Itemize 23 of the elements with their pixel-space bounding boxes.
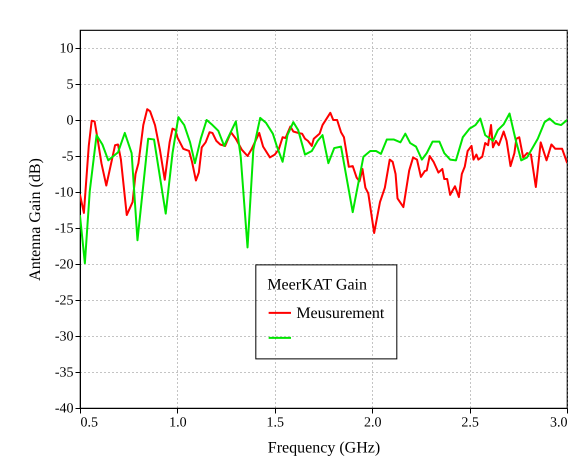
y-tick-label: -15 [54,222,74,236]
x-tick-label: 2.5 [461,416,479,430]
y-tick-label: 0 [66,114,74,128]
y-tick-label: 10 [60,42,74,56]
y-tick-label: -5 [62,150,74,164]
y-tick-label: -40 [54,402,74,416]
legend-label: Meusurement [296,304,385,322]
x-tick-label: 0.5 [80,416,98,430]
y-tick-label: -20 [54,258,74,272]
x-tick-label: 1.5 [266,416,284,430]
y-tick-label: 5 [66,78,74,92]
x-tick-label: 2.0 [364,416,382,430]
y-axis-title: Antenna Gain (dB) [26,158,44,281]
x-tick-label: 1.0 [169,416,187,430]
line-series [80,108,567,234]
x-tick-label: 3.0 [550,416,568,430]
y-tick-label: -30 [54,330,74,344]
y-tick-label: -35 [54,366,74,380]
y-tick-label: -10 [54,186,74,200]
line-series [80,112,567,264]
y-tick-label: -25 [54,294,74,308]
legend-title: MeerKAT Gain [267,276,368,294]
x-axis-title: Frequency (GHz) [268,440,380,456]
